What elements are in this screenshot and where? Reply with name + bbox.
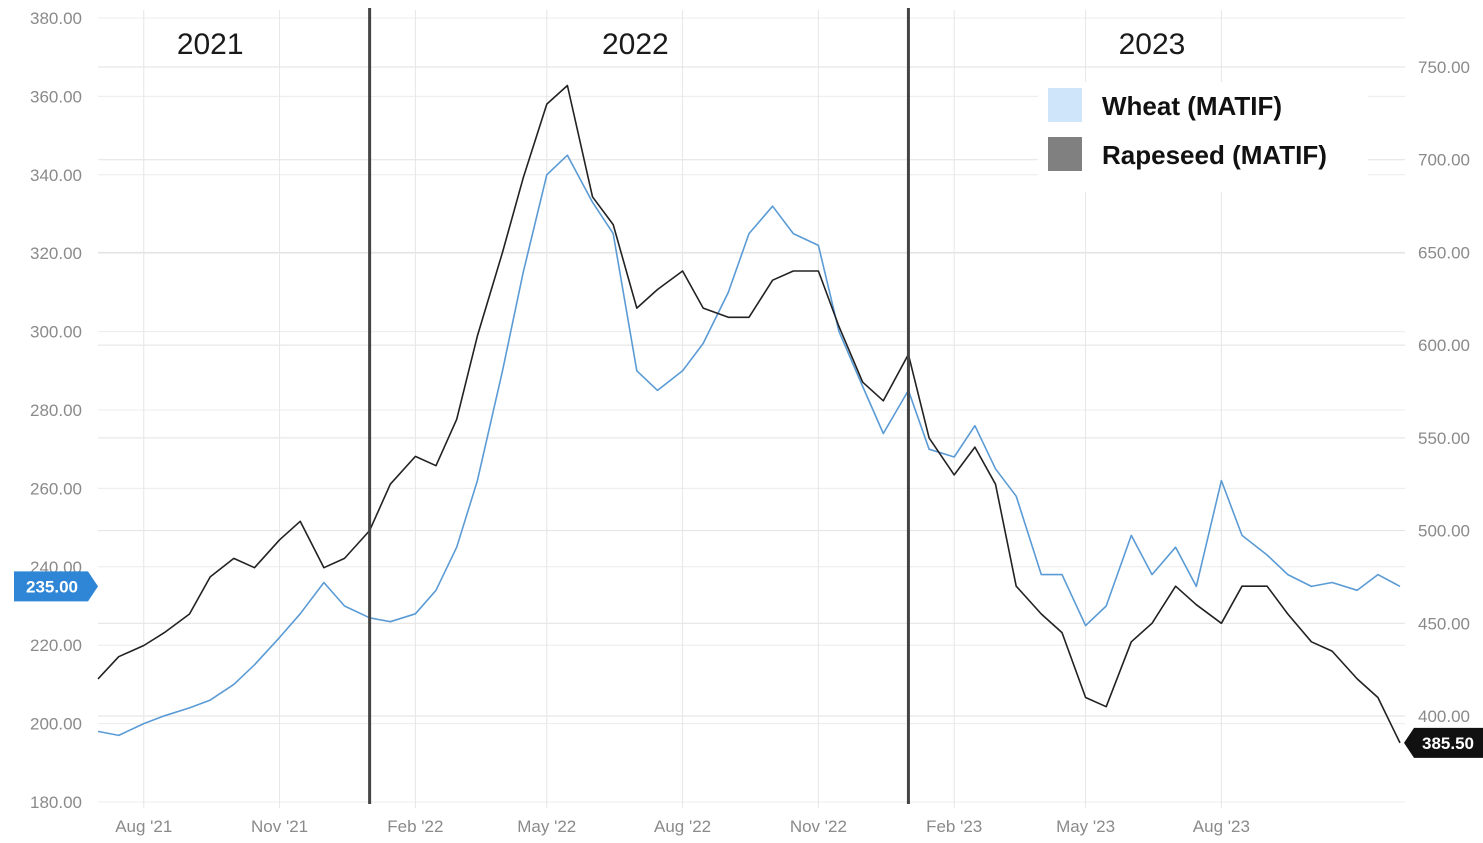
legend-box: [1038, 82, 1368, 192]
x-tick-label: May '22: [517, 817, 576, 836]
x-tick-label: Aug '23: [1193, 817, 1250, 836]
y-tick-label-right: 550.00: [1418, 429, 1470, 448]
y-tick-label-right: 700.00: [1418, 151, 1470, 170]
legend-label-wheat: Wheat (MATIF): [1102, 91, 1282, 121]
y-tick-label-left: 260.00: [30, 479, 82, 498]
last-value-badges: 235.00 385.50: [14, 571, 1483, 758]
x-tick-label: Feb '22: [387, 817, 443, 836]
y-tick-label-right: 650.00: [1418, 243, 1470, 262]
y-tick-label-right: 450.00: [1418, 614, 1470, 633]
y-axis-right: 750.00 700.00 650.00 600.00 550.00 500.00 450.…: [1418, 58, 1470, 726]
series-line-wheat: [97, 154, 1401, 737]
y-tick-label-left: 200.00: [30, 715, 82, 734]
series-lines: [97, 84, 1401, 744]
y-axis-left: 380.00 360.00 340.00 320.00 300.00 280.00 260.…: [30, 9, 82, 812]
y-tick-label-left: 300.00: [30, 323, 82, 342]
year-dividers: [368, 8, 910, 804]
badge-wheat-label: 235.00: [26, 577, 78, 596]
year-label: 2023: [1119, 28, 1186, 61]
y-tick-label-right: 750.00: [1418, 58, 1470, 77]
x-axis: Aug '21 Nov '21 Feb '22 May '22 Aug '22 Nov '…: [115, 817, 1250, 836]
legend-swatch-wheat: [1048, 88, 1082, 122]
year-label: 2022: [602, 28, 669, 61]
y-tick-label-left: 360.00: [30, 87, 82, 106]
year-label: 2021: [177, 28, 244, 61]
x-tick-label: Feb '23: [926, 817, 982, 836]
y-tick-label-right: 400.00: [1418, 707, 1470, 726]
year-labels: 2021 2022 2023: [177, 28, 1186, 61]
legend-label-rapeseed: Rapeseed (MATIF): [1102, 140, 1327, 170]
badge-rapeseed: [1404, 727, 1483, 758]
y-tick-label-left: 380.00: [30, 9, 82, 28]
y-tick-label-left: 320.00: [30, 244, 82, 263]
x-tick-label: May '23: [1056, 817, 1115, 836]
x-tick-label: Aug '21: [115, 817, 172, 836]
y-tick-label-right: 500.00: [1418, 522, 1470, 541]
legend-swatch-rapeseed: [1048, 137, 1082, 171]
legend: Wheat (MATIF) Rapeseed (MATIF): [1038, 82, 1368, 192]
y-tick-label-left: 280.00: [30, 401, 82, 420]
grid: [98, 10, 1405, 808]
badge-wheat: [14, 571, 98, 602]
y-tick-label-right: 600.00: [1418, 336, 1470, 355]
badge-rapeseed-label: 385.50: [1422, 734, 1474, 753]
series-line-rapeseed: [97, 84, 1401, 744]
y-tick-label-left: 180.00: [30, 793, 82, 812]
x-tick-label: Nov '21: [251, 817, 308, 836]
y-tick-label-left: 220.00: [30, 636, 82, 655]
x-tick-label: Aug '22: [654, 817, 711, 836]
x-tick-label: Nov '22: [790, 817, 847, 836]
y-tick-label-left: 340.00: [30, 166, 82, 185]
